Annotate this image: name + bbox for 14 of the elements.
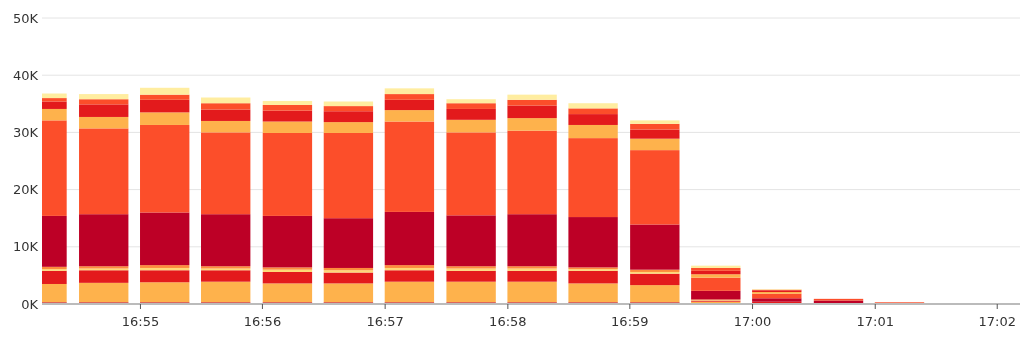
y-tick-label: 50K bbox=[12, 10, 39, 26]
y-tick-label: 10K bbox=[12, 239, 39, 255]
x-tick-label: 16:55 bbox=[121, 314, 160, 329]
x-tick-label: 17:00 bbox=[733, 314, 772, 329]
x-tick-label: 17:01 bbox=[856, 314, 894, 329]
x-tick-label: 16:56 bbox=[243, 314, 282, 329]
y-tick-label: 0K bbox=[21, 296, 39, 312]
x-tick-label: 16:58 bbox=[489, 314, 527, 329]
x-tick-label: 17:02 bbox=[978, 314, 1016, 329]
y-tick-label: 20K bbox=[12, 182, 39, 198]
x-tick-label: 16:59 bbox=[611, 314, 649, 329]
x-tick-label: 16:57 bbox=[366, 314, 404, 329]
y-tick-label: 30K bbox=[12, 124, 39, 140]
y-tick-label: 40K bbox=[12, 67, 39, 83]
